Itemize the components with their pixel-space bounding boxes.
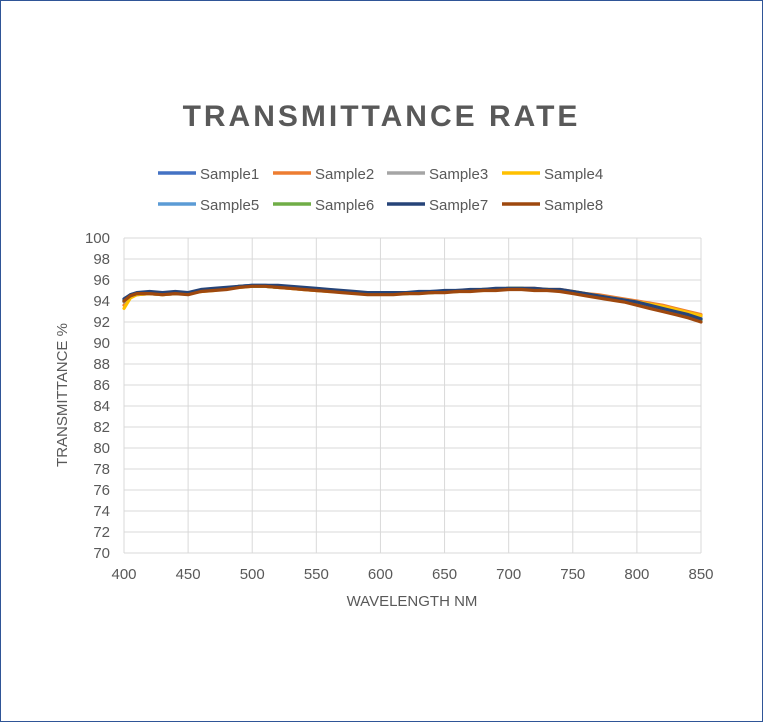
y-tick-label: 70 <box>93 545 110 562</box>
y-tick-label: 100 <box>85 230 110 247</box>
legend-label: Sample4 <box>544 166 603 183</box>
x-axis-label: WAVELENGTH NM <box>347 593 478 610</box>
y-axis-ticks: 70 72 74 76 78 80 82 84 86 88 90 92 94 96 98 100 <box>85 230 110 562</box>
x-tick-label: 700 <box>496 566 521 583</box>
y-tick-label: 94 <box>93 293 110 310</box>
x-tick-label: 550 <box>304 566 329 583</box>
x-tick-label: 400 <box>111 566 136 583</box>
legend-label: Sample5 <box>200 197 259 214</box>
y-tick-label: 76 <box>93 482 110 499</box>
y-tick-label: 80 <box>93 440 110 457</box>
x-tick-label: 800 <box>624 566 649 583</box>
x-tick-label: 500 <box>240 566 265 583</box>
legend-label: Sample3 <box>429 166 488 183</box>
y-tick-label: 82 <box>93 419 110 436</box>
legend-label: Sample6 <box>315 197 374 214</box>
y-tick-label: 74 <box>93 503 110 520</box>
y-tick-label: 78 <box>93 461 110 478</box>
y-tick-label: 90 <box>93 335 110 352</box>
chart-title: TRANSMITTANCE RATE <box>182 100 581 133</box>
x-axis-ticks: 400 450 500 550 600 650 700 750 800 850 <box>111 566 713 583</box>
y-tick-label: 98 <box>93 251 110 268</box>
legend: Sample1 Sample2 Sample3 Sample4 Sample5 Sampl… <box>158 166 603 214</box>
y-tick-label: 72 <box>93 524 110 541</box>
y-tick-label: 86 <box>93 377 110 394</box>
x-tick-label: 600 <box>368 566 393 583</box>
x-tick-label: 650 <box>432 566 457 583</box>
series-line-sample8 <box>122 284 703 324</box>
y-tick-label: 88 <box>93 356 110 373</box>
y-axis-label: TRANSMITTANCE % <box>54 323 71 467</box>
x-tick-label: 850 <box>688 566 713 583</box>
x-tick-label: 450 <box>176 566 201 583</box>
y-tick-label: 92 <box>93 314 110 331</box>
gridlines <box>123 237 702 554</box>
legend-label: Sample8 <box>544 197 603 214</box>
legend-label: Sample1 <box>200 166 259 183</box>
y-tick-label: 96 <box>93 272 110 289</box>
legend-label: Sample7 <box>429 197 488 214</box>
y-tick-label: 84 <box>93 398 110 415</box>
legend-label: Sample2 <box>315 166 374 183</box>
plot-area <box>122 283 703 324</box>
x-tick-label: 750 <box>560 566 585 583</box>
